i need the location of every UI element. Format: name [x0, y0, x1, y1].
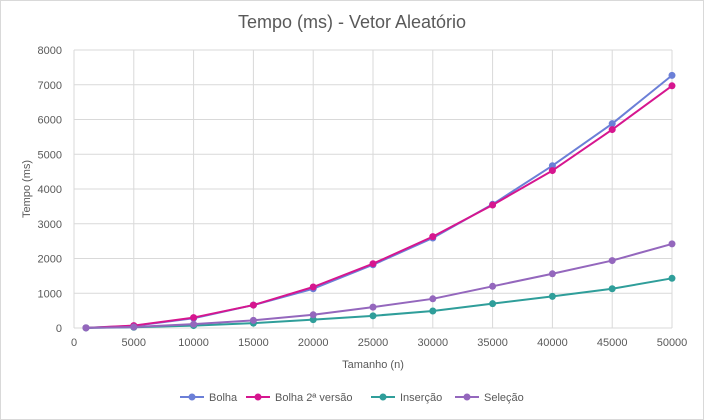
- data-point: [548, 292, 556, 300]
- data-point: [130, 323, 138, 331]
- gridlines: [73, 49, 673, 329]
- data-point: [369, 260, 377, 268]
- series-line-0: [85, 74, 673, 329]
- data-point: [668, 82, 676, 90]
- x-tick-label: 35000: [477, 337, 508, 349]
- data-point: [369, 312, 377, 320]
- data-point: [309, 316, 317, 324]
- data-point: [369, 303, 377, 311]
- legend-label: Bolha 2ª versão: [275, 392, 352, 404]
- x-tick-label: 40000: [537, 337, 568, 349]
- y-tick-label: 7000: [38, 80, 62, 92]
- data-point: [249, 316, 257, 324]
- chart-title: Tempo (ms) - Vetor Aleatório: [237, 12, 467, 32]
- series-group: [82, 71, 676, 332]
- data-point: [548, 270, 556, 278]
- data-point: [548, 167, 556, 175]
- data-point: [608, 257, 616, 265]
- data-point: [489, 282, 497, 290]
- y-axis-label: Tempo (ms): [21, 160, 33, 218]
- data-point: [608, 120, 616, 128]
- legend-label: Inserção: [400, 392, 442, 404]
- data-point: [548, 162, 556, 170]
- legend-label: Bolha: [209, 392, 238, 404]
- data-point: [668, 274, 676, 282]
- x-axis-ticks: 0 5000 10000 15000 20000 25000 30000 35000 40000…: [71, 337, 687, 349]
- data-point: [190, 314, 198, 322]
- y-tick-label: 1000: [38, 288, 62, 300]
- legend-swatch-marker: [188, 393, 196, 401]
- legend-swatch-marker: [463, 393, 471, 401]
- x-tick-label: 50000: [657, 337, 688, 349]
- y-tick-label: 2000: [38, 254, 62, 266]
- y-tick-label: 8000: [38, 45, 62, 57]
- x-tick-label: 30000: [418, 337, 449, 349]
- x-tick-label: 5000: [122, 337, 146, 349]
- data-point: [309, 311, 317, 319]
- data-point: [429, 233, 437, 241]
- data-point: [668, 240, 676, 248]
- y-tick-label: 6000: [38, 115, 62, 127]
- data-point: [429, 307, 437, 315]
- x-tick-label: 15000: [238, 337, 269, 349]
- y-tick-label: 4000: [38, 184, 62, 196]
- y-tick-label: 5000: [38, 149, 62, 161]
- y-axis-ticks: 0 1000 2000 3000 4000 5000 6000 7000 8000: [38, 45, 62, 335]
- data-point: [429, 295, 437, 303]
- data-point: [489, 201, 497, 209]
- x-tick-label: 0: [71, 337, 77, 349]
- data-point: [190, 320, 198, 328]
- data-point: [249, 301, 257, 309]
- y-tick-label: 0: [56, 323, 62, 335]
- x-tick-label: 45000: [597, 337, 628, 349]
- x-tick-label: 25000: [358, 337, 389, 349]
- legend-swatch-marker: [379, 393, 387, 401]
- x-tick-label: 20000: [298, 337, 329, 349]
- data-point: [608, 126, 616, 134]
- y-tick-label: 3000: [38, 219, 62, 231]
- legend-label: Seleção: [484, 392, 524, 404]
- legend-swatch-marker: [254, 393, 262, 401]
- data-point: [489, 300, 497, 308]
- data-point: [608, 285, 616, 293]
- legend: Bolha Bolha 2ª versão Inserção Seleção: [180, 392, 524, 404]
- data-point: [309, 283, 317, 291]
- data-point: [82, 324, 90, 332]
- x-tick-label: 10000: [178, 337, 209, 349]
- x-axis-label: Tamanho (n): [342, 359, 404, 371]
- data-point: [668, 71, 676, 79]
